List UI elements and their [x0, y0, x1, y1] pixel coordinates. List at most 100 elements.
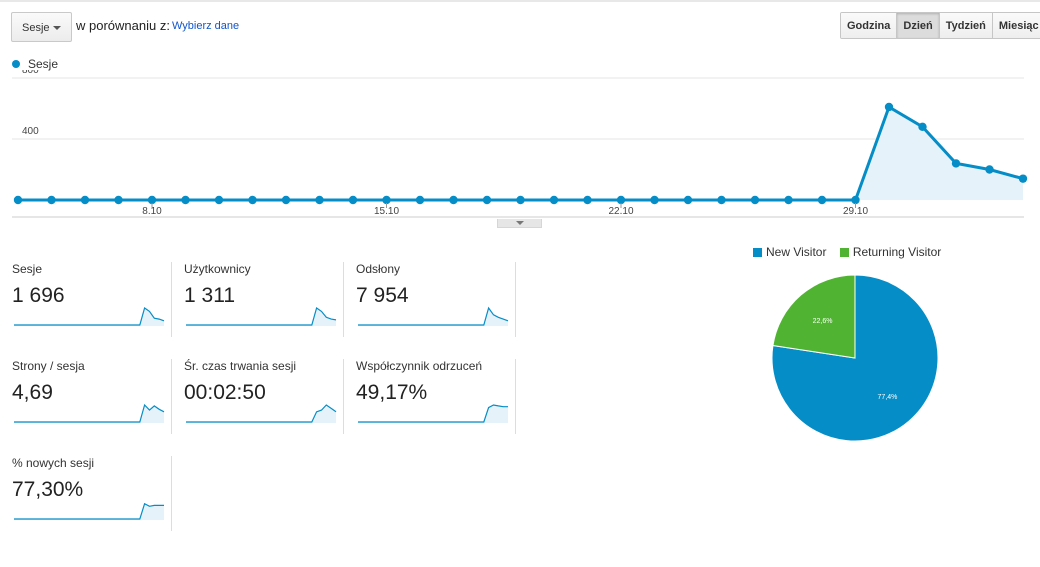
metric-value: 1 311 [184, 284, 235, 307]
data-point [784, 195, 793, 205]
data-point [951, 159, 961, 168]
data-point [181, 195, 190, 205]
metric-select-label: Sesje [22, 22, 50, 34]
sparkline [14, 403, 165, 423]
metric-label: Odsłony [356, 262, 401, 276]
data-point [583, 195, 592, 205]
metric-tile-pageviews[interactable]: Odsłony 7 954 [356, 262, 516, 337]
sparkline-area [186, 405, 336, 423]
pie-legend-label: New Visitor [766, 245, 827, 259]
series-area [18, 106, 1023, 200]
data-point [47, 195, 56, 205]
data-point [281, 195, 291, 205]
legend-label: Sesje [28, 57, 59, 71]
data-point [214, 195, 224, 205]
sparkline-area [358, 308, 508, 326]
data-point [683, 195, 693, 205]
metric-value: 7 954 [356, 284, 409, 307]
sparkline-line [186, 404, 337, 423]
metric-value: 49,17% [356, 381, 428, 404]
range-hour-button[interactable]: Godzina [841, 13, 897, 38]
x-tick-label: 15.10 [374, 206, 399, 217]
metric-label: Śr. czas trwania sesji [184, 359, 297, 373]
series-dot-icon [12, 60, 20, 68]
x-tick-label: 22.10 [608, 206, 633, 217]
data-point [415, 195, 425, 205]
metric-select[interactable]: Sesje [11, 12, 72, 42]
sparkline-area [186, 308, 336, 326]
data-point [482, 195, 492, 205]
data-point [1018, 174, 1028, 183]
choose-data-link[interactable]: Wybierz dane [172, 20, 240, 32]
data-point [817, 195, 827, 205]
data-point [985, 165, 994, 174]
sparkline [358, 306, 509, 326]
data-point [382, 195, 391, 205]
data-point [348, 195, 358, 205]
data-point [13, 195, 23, 205]
metric-tile-new-sessions[interactable]: % nowych sesji 77,30% [12, 456, 172, 531]
metric-tile-avg-session-duration[interactable]: Śr. czas trwania sesji 00:02:50 [184, 359, 344, 434]
top-divider [0, 0, 1040, 2]
metric-tile-pages-per-session[interactable]: Strony / sesja 4,69 [12, 359, 172, 434]
range-week-button[interactable]: Tydzień [938, 13, 992, 38]
pie-slice [772, 274, 856, 359]
range-month-button[interactable]: Miesiąc [991, 13, 1040, 38]
sparkline-line [186, 307, 337, 326]
sparkline [186, 404, 337, 423]
sparkline [14, 307, 165, 326]
data-point [750, 195, 760, 205]
x-tick-label: 29.10 [843, 206, 868, 217]
data-point [248, 195, 257, 205]
metric-tile-bounce-rate[interactable]: Współczynnik odrzuceń 49,17% [356, 359, 516, 434]
chart-legend[interactable]: Sesje [12, 57, 58, 71]
sparkline-line [358, 306, 509, 326]
sessions-line-chart: 800 400 8.10 15.10 22.10 29.10 [12, 70, 1028, 218]
data-point [315, 195, 324, 205]
metric-label: Strony / sesja [12, 359, 85, 373]
sparkline-line [14, 502, 164, 520]
sparkline-area [14, 405, 164, 423]
sparkline [186, 307, 337, 326]
metric-label: Użytkownicy [184, 262, 251, 276]
data-point [851, 195, 860, 205]
pie-slice-label: 77,4% [878, 394, 898, 401]
sparkline-line [358, 404, 508, 423]
swatch-icon [839, 248, 849, 257]
metric-label: % nowych sesji [12, 456, 95, 470]
triangle-down-icon [516, 221, 524, 225]
sparkline-line [14, 307, 165, 326]
data-point [114, 195, 123, 205]
sparkline-area [358, 405, 508, 423]
compare-label: w porównaniu z: [76, 18, 170, 33]
pie-legend-new-visitor[interactable]: New Visitor [753, 245, 826, 259]
sparkline-line [14, 403, 165, 423]
time-range-selector: Godzina Dzień Tydzień Miesiąc [840, 12, 1040, 39]
sparkline-area [14, 308, 164, 326]
sparkline-area [14, 503, 164, 520]
pie-legend-returning-visitor[interactable]: Returning Visitor [839, 245, 942, 259]
metric-tile-sessions[interactable]: Sesje 1 696 [12, 262, 172, 337]
y-tick-label: 800 [22, 70, 39, 76]
data-point [449, 195, 458, 205]
metric-value: 1 696 [12, 284, 65, 307]
swatch-icon [753, 248, 762, 257]
range-day-button[interactable]: Dzień [896, 13, 939, 38]
chevron-down-icon [53, 26, 61, 30]
metric-value: 00:02:50 [184, 381, 266, 404]
data-point [80, 195, 90, 205]
metric-value: 4,69 [12, 381, 53, 404]
collapse-chart-toggle[interactable] [497, 219, 542, 228]
data-point [616, 195, 626, 205]
data-point [650, 195, 659, 205]
data-point [918, 122, 927, 131]
pie-legend: New Visitor Returning Visitor [753, 245, 951, 259]
data-point [717, 195, 726, 205]
pie-slice-label: 22,6% [813, 318, 833, 325]
metric-tile-users[interactable]: Użytkownicy 1 311 [184, 262, 344, 337]
data-point [549, 195, 559, 205]
sparkline [14, 502, 164, 520]
metric-value: 77,30% [12, 478, 84, 501]
data-point [516, 195, 525, 205]
pie-legend-label: Returning Visitor [852, 245, 942, 259]
